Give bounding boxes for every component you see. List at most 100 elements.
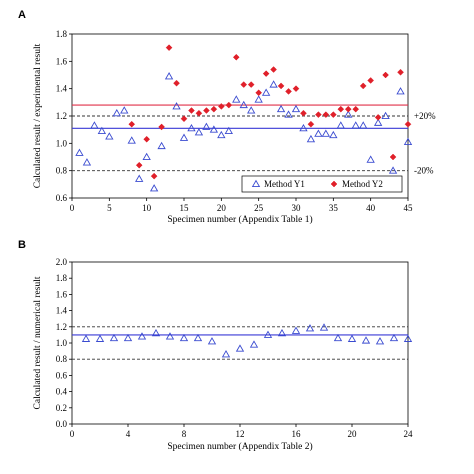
data-point <box>180 115 188 123</box>
data-point <box>389 153 397 161</box>
data-point <box>307 120 315 128</box>
y-tick-label: 1.4 <box>56 306 68 316</box>
data-point <box>247 81 255 88</box>
y-tick-label: 1.4 <box>56 84 68 94</box>
data-point <box>158 123 165 131</box>
x-tick-label: 10 <box>142 203 152 213</box>
data-point <box>179 133 189 141</box>
data-point <box>135 174 144 182</box>
data-point <box>374 114 382 121</box>
data-point <box>123 333 133 342</box>
data-point <box>135 161 143 169</box>
data-point <box>142 152 151 161</box>
data-point <box>240 81 248 88</box>
data-point <box>202 122 211 130</box>
data-point <box>150 172 158 180</box>
data-point <box>179 333 189 342</box>
data-point <box>127 136 136 144</box>
legend-box <box>241 175 403 193</box>
y-axis-title: Calculated result / experimental result <box>33 43 43 188</box>
data-point <box>172 102 181 110</box>
chart-panel-a: A +20% -20% 0.6 0.8 1.0 1.2 1.4 1.6 1.8 0 5 10 15 20 25… <box>18 9 436 225</box>
y-tick-label: 1.8 <box>56 273 68 283</box>
data-point <box>105 132 114 140</box>
y-tick-label: 0.2 <box>56 403 67 413</box>
data-point <box>225 101 233 109</box>
data-point <box>403 334 413 342</box>
data-point <box>352 105 360 113</box>
data-point <box>112 108 121 117</box>
data-point <box>270 66 277 73</box>
data-point <box>277 328 287 337</box>
x-tick-label: 5 <box>107 203 112 213</box>
data-point <box>187 123 196 132</box>
data-point <box>404 120 412 128</box>
data-point <box>224 126 233 135</box>
data-point <box>389 333 399 342</box>
data-point <box>249 340 259 348</box>
data-point <box>75 148 84 156</box>
data-point <box>263 330 273 338</box>
reference-line-label: -20% <box>414 166 434 176</box>
x-tick-label: 20 <box>217 203 227 213</box>
y-axis-title: Calculated result / numerical result <box>33 276 43 409</box>
data-point <box>292 85 300 93</box>
data-point <box>95 334 105 342</box>
panel-letter: B <box>18 239 26 251</box>
data-point <box>333 333 343 342</box>
x-tick-label: 25 <box>254 203 264 213</box>
data-point <box>291 326 301 334</box>
x-tick-label: 30 <box>292 203 302 213</box>
data-point <box>351 121 360 129</box>
data-point <box>269 80 278 88</box>
data-point <box>143 135 151 143</box>
y-tick-label: 1.6 <box>56 56 68 66</box>
data-point <box>337 105 345 113</box>
y-tick-label: 2.0 <box>56 257 68 267</box>
y-tick-label: 0.8 <box>56 166 68 176</box>
data-point <box>373 118 383 126</box>
y-tick-label: 1.0 <box>56 138 68 148</box>
data-point <box>315 111 322 118</box>
data-point <box>235 344 245 352</box>
data-point <box>329 111 337 118</box>
series-method-y2 <box>128 44 412 180</box>
y-tick-label: 1.2 <box>56 111 67 121</box>
y-tick-label: 0.6 <box>56 193 68 203</box>
y-tick-label: 1.8 <box>56 29 68 39</box>
x-tick-label: 45 <box>404 203 414 213</box>
data-point <box>367 77 375 84</box>
data-point <box>193 333 203 342</box>
data-point <box>299 123 308 132</box>
x-tick-label: 40 <box>366 203 376 213</box>
data-point <box>173 79 180 87</box>
data-point <box>359 82 367 90</box>
data-point <box>261 88 271 96</box>
data-point <box>382 71 389 79</box>
data-point <box>151 328 161 337</box>
data-point <box>305 324 315 332</box>
data-point <box>381 111 390 120</box>
data-point <box>397 68 404 76</box>
data-point <box>82 158 92 166</box>
legend-label: Method Y1 <box>264 179 305 189</box>
data-point <box>207 337 217 345</box>
data-point <box>97 126 107 135</box>
data-point <box>300 109 307 117</box>
reference-line-label: +20% <box>414 111 436 121</box>
data-point <box>165 332 175 340</box>
data-point <box>284 110 293 118</box>
data-point <box>388 166 398 174</box>
data-point <box>285 88 292 95</box>
legend: Method Y1 Method Y2 <box>241 175 403 193</box>
y-tick-label: 1.6 <box>56 289 68 299</box>
y-tick-label: 0.8 <box>56 354 68 364</box>
data-point <box>164 72 174 80</box>
x-tick-label: 0 <box>70 203 75 213</box>
data-point <box>217 103 225 110</box>
data-point <box>314 129 323 137</box>
data-point <box>120 106 129 114</box>
data-point <box>188 107 195 114</box>
x-tick-label: 8 <box>182 429 187 439</box>
